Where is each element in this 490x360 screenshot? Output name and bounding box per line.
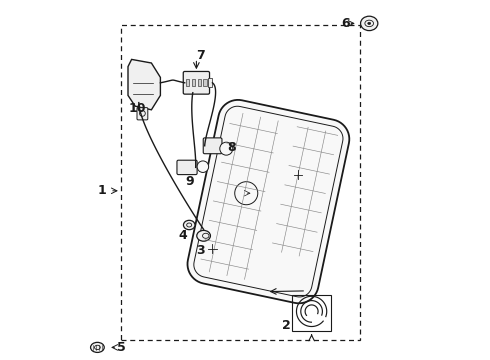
Text: 2: 2 (282, 319, 291, 332)
Bar (197, 79, 201, 86)
Text: 9: 9 (185, 175, 194, 188)
Ellipse shape (91, 342, 104, 352)
Text: 4: 4 (179, 229, 188, 242)
Text: 5: 5 (117, 341, 126, 354)
Text: 6: 6 (341, 17, 349, 30)
Ellipse shape (183, 220, 195, 230)
FancyBboxPatch shape (137, 108, 148, 120)
Ellipse shape (361, 16, 378, 31)
FancyBboxPatch shape (177, 160, 197, 175)
Bar (203, 79, 207, 86)
FancyBboxPatch shape (183, 71, 210, 94)
Polygon shape (188, 100, 349, 303)
Text: 1: 1 (98, 184, 106, 197)
Circle shape (220, 142, 233, 155)
Bar (121, 25, 360, 340)
Ellipse shape (197, 230, 210, 241)
Text: 3: 3 (196, 244, 204, 257)
Circle shape (197, 161, 209, 172)
Polygon shape (128, 59, 160, 110)
FancyBboxPatch shape (203, 138, 222, 154)
Text: 8: 8 (227, 141, 236, 154)
Ellipse shape (368, 22, 370, 24)
Bar (192, 79, 195, 86)
Bar (186, 79, 189, 86)
Bar (208, 78, 213, 87)
Text: 7: 7 (196, 49, 204, 62)
Bar (292, 295, 331, 331)
Text: 10: 10 (128, 102, 146, 114)
